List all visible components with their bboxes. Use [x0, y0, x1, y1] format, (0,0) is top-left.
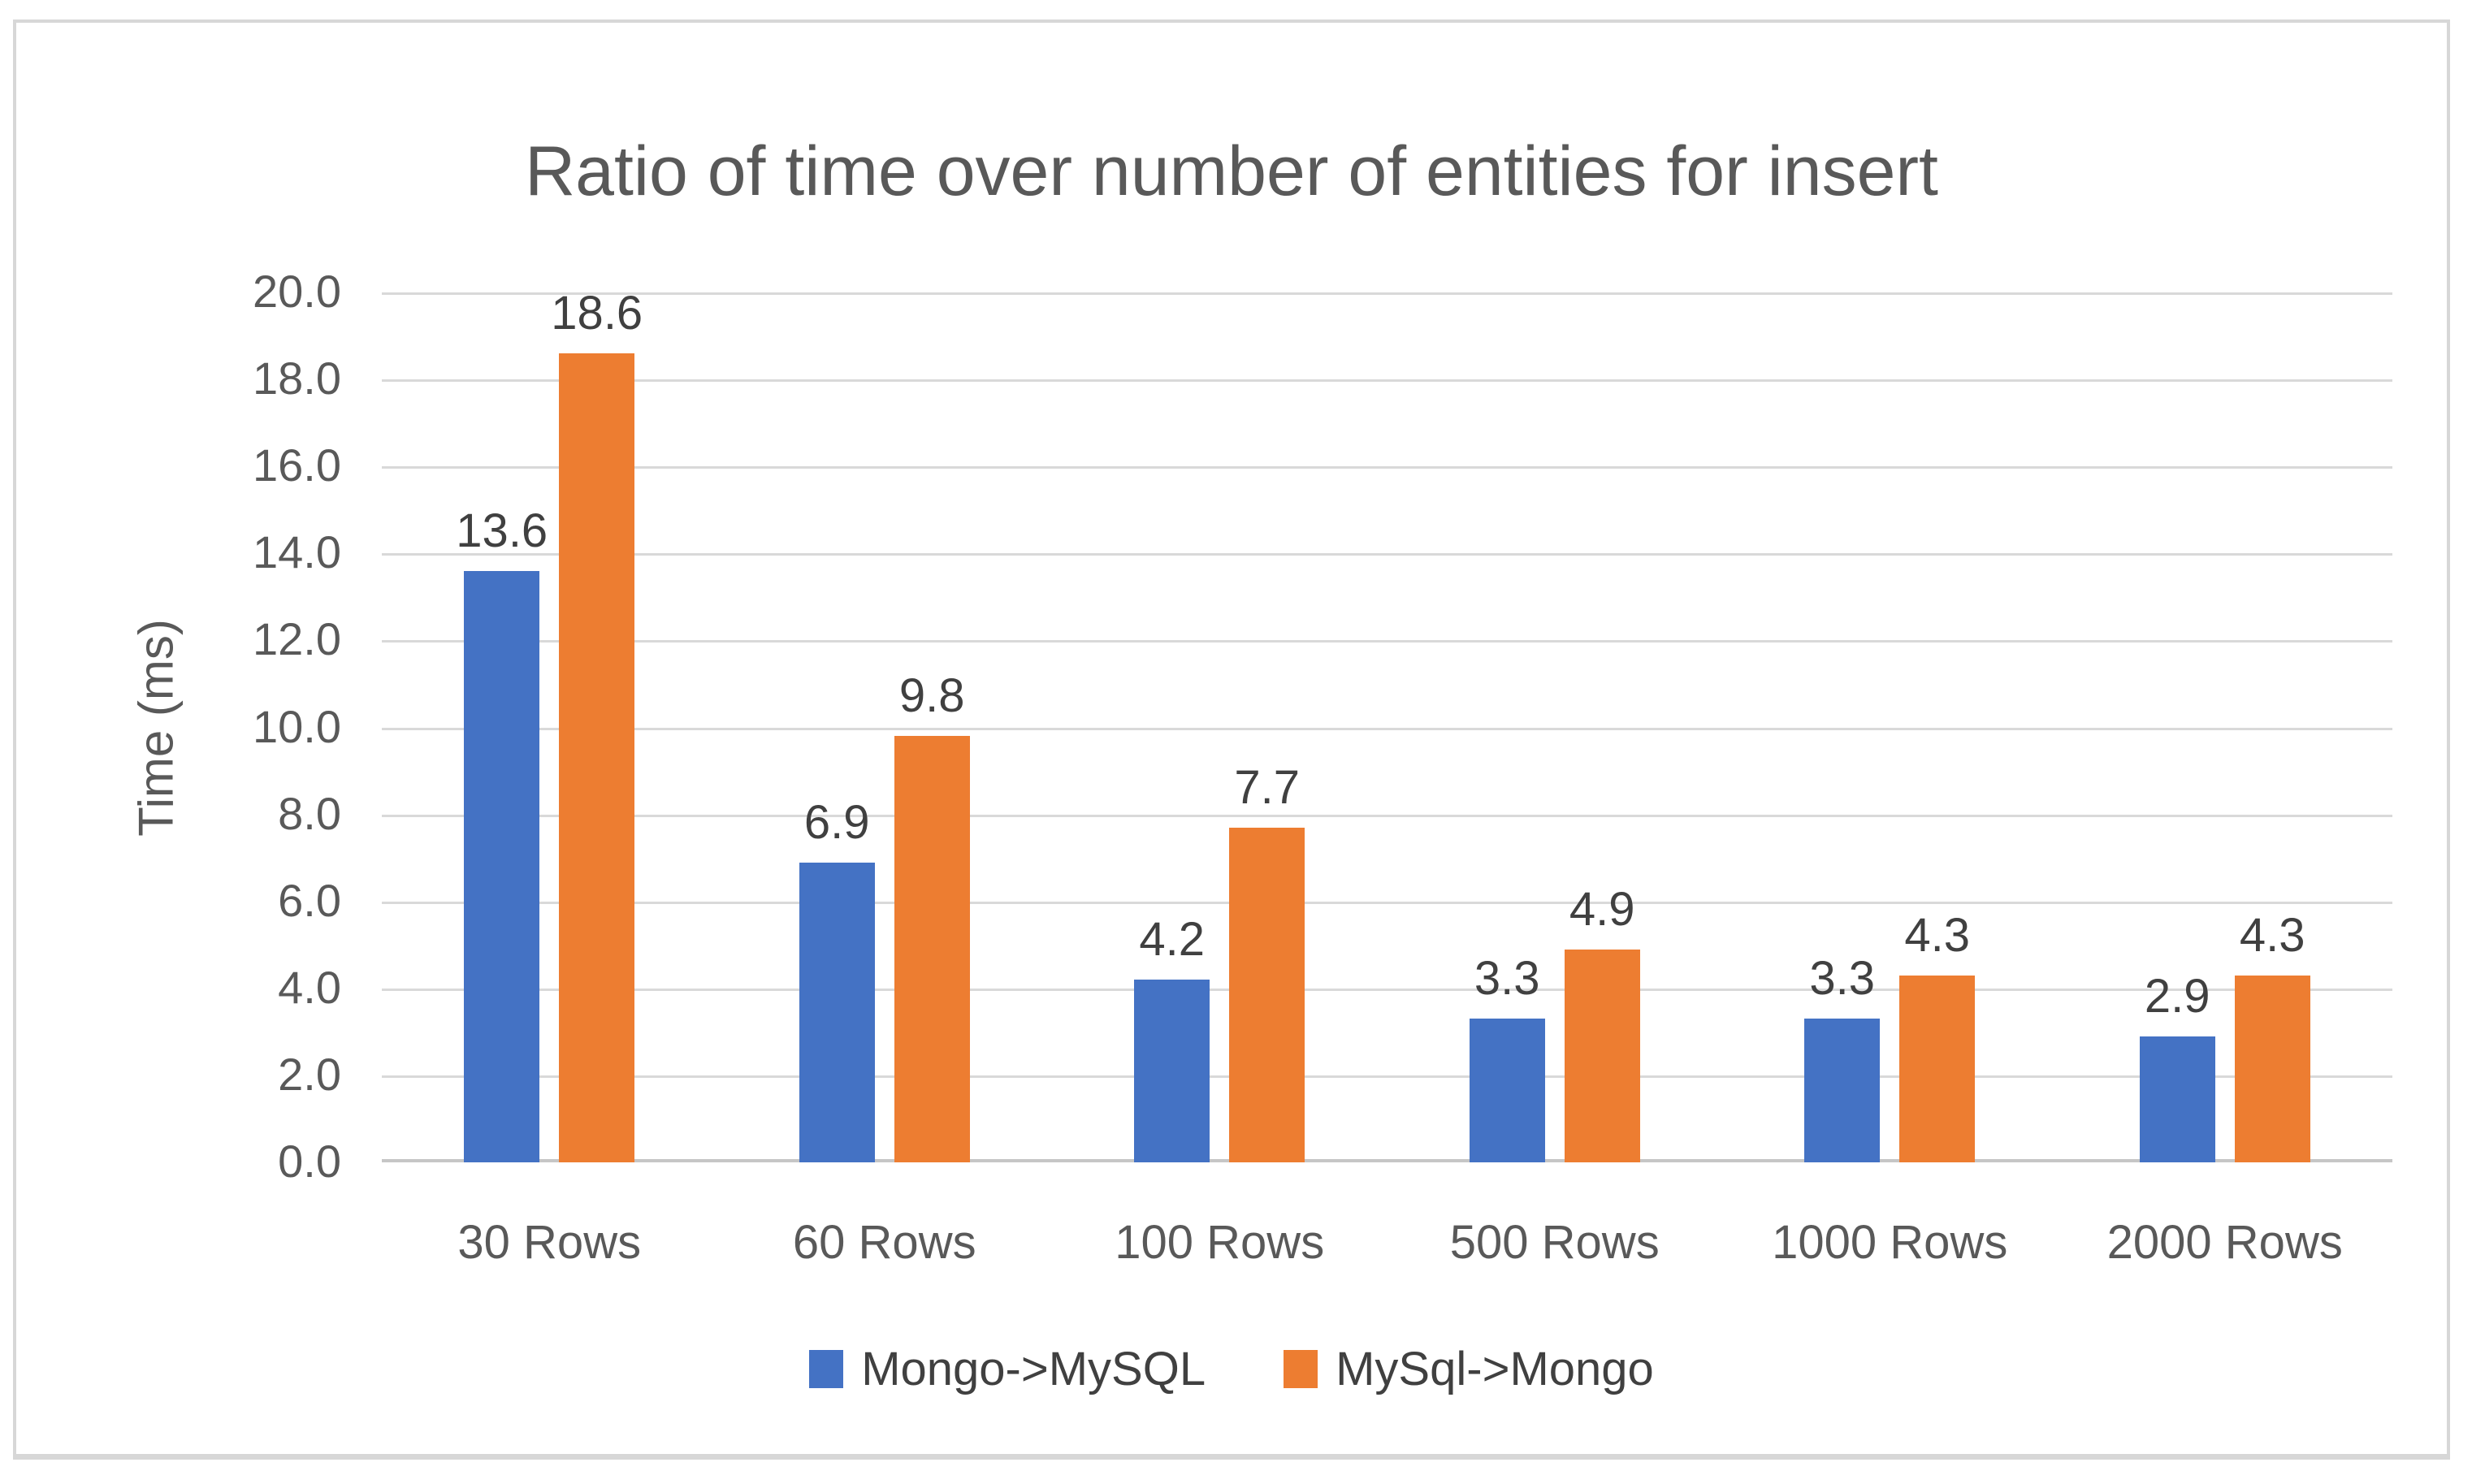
bar-group-500-rows: 3.3 4.9: [1388, 292, 1723, 1162]
bar-series1-2000-rows: 2.9: [2139, 970, 2215, 1162]
bar-series1-1000-rows: 3.3: [1804, 952, 1881, 1162]
gridline: [382, 1075, 2392, 1078]
y-tick-label: 20.0: [253, 266, 341, 318]
gridline: [382, 640, 2392, 642]
bar-value-label: 4.9: [1569, 882, 1635, 936]
bar-value-label: 4.3: [2239, 908, 2305, 962]
bar-series1-100-rows: 4.2: [1134, 913, 1210, 1162]
legend-label-series1: Mongo->MySQL: [861, 1343, 1206, 1395]
bar-series1-30-rows: 13.6: [456, 504, 548, 1162]
y-tick-label: 10.0: [253, 701, 341, 753]
chart-title: Ratio of time over number of entities fo…: [525, 132, 1938, 210]
bar-value-label: 9.8: [898, 669, 965, 723]
legend: Mongo->MySQL MySql->Mongo: [16, 1342, 2447, 1396]
bar-series2-500-rows: 4.9: [1564, 883, 1640, 1162]
bar-value-label: 3.3: [1809, 952, 1876, 1006]
bar-group-30-rows: 13.6 18.6: [382, 287, 717, 1162]
gridline: [382, 728, 2392, 730]
chart-frame: Ratio of time over number of entities fo…: [13, 19, 2450, 1460]
bar-group-60-rows: 6.9 9.8: [717, 292, 1053, 1162]
legend-swatch-series2: [1284, 1350, 1318, 1388]
x-category-label: 1000 Rows: [1772, 1216, 2008, 1269]
x-category-label: 30 Rows: [457, 1216, 642, 1269]
bar-value-label: 4.2: [1139, 913, 1206, 967]
bar-group-1000-rows: 3.3 4.3: [1722, 292, 2058, 1162]
bar-series2-30-rows: 18.6: [551, 287, 643, 1162]
legend-item-series1: Mongo->MySQL: [809, 1342, 1206, 1396]
y-tick-label: 2.0: [278, 1049, 341, 1101]
y-tick-label: 12.0: [253, 613, 341, 665]
bar-series1-60-rows: 6.9: [799, 796, 875, 1162]
plot-area: 13.6 18.6 6.9 9.8 4.2 7.7 3.3 4.9 3.3 4.3 2.9 4.3: [382, 287, 2393, 1162]
bar-series2-100-rows: 7.7: [1229, 761, 1305, 1162]
bar-groups: 13.6 18.6 6.9 9.8 4.2 7.7 3.3 4.9 3.3 4.3 2.9 4.3: [382, 287, 2393, 1162]
y-tick-label: 14.0: [253, 526, 341, 578]
bar-value-label: 7.7: [1234, 760, 1301, 814]
x-category-label: 500 Rows: [1449, 1216, 1660, 1269]
bar-value-label: 4.3: [1904, 908, 1971, 962]
gridline: [382, 989, 2392, 991]
y-tick-label: 18.0: [253, 353, 341, 405]
legend-item-series2: MySql->Mongo: [1284, 1342, 1654, 1396]
legend-swatch-series1: [809, 1350, 844, 1388]
bar-value-label: 18.6: [551, 286, 643, 340]
gridline: [382, 379, 2392, 382]
bar-value-label: 3.3: [1474, 952, 1540, 1006]
y-tick-label: 16.0: [253, 439, 341, 491]
bar-group-2000-rows: 2.9 4.3: [2058, 292, 2393, 1162]
bar-series2-60-rows: 9.8: [894, 669, 970, 1162]
gridline: [382, 902, 2392, 904]
bar-value-label: 6.9: [803, 795, 870, 849]
bar-value-label: 13.6: [456, 504, 548, 557]
y-tick-label: 0.0: [278, 1136, 341, 1188]
legend-label-series2: MySql->Mongo: [1336, 1343, 1654, 1395]
gridline: [382, 553, 2392, 556]
x-category-label: 60 Rows: [792, 1216, 976, 1269]
x-axis-line: [382, 1159, 2392, 1162]
x-category-label: 100 Rows: [1115, 1216, 1325, 1269]
x-axis-labels: 30 Rows 60 Rows 100 Rows 500 Rows 1000 Rows 2…: [382, 1215, 2392, 1270]
y-axis-ticks: 20.0 18.0 16.0 14.0 12.0 10.0 8.0 6.0 4.0 2.0 0.0: [16, 266, 348, 1187]
bar-series1-500-rows: 3.3: [1469, 952, 1545, 1162]
y-tick-label: 4.0: [278, 962, 341, 1014]
bar-group-100-rows: 4.2 7.7: [1052, 292, 1388, 1162]
gridline: [382, 292, 2392, 295]
bar-value-label: 2.9: [2144, 969, 2210, 1023]
x-category-label: 2000 Rows: [2106, 1216, 2343, 1269]
y-tick-label: 6.0: [278, 875, 341, 927]
y-tick-label: 8.0: [278, 788, 341, 840]
gridline: [382, 815, 2392, 817]
gridline: [382, 466, 2392, 469]
bar-series2-1000-rows: 4.3: [1899, 909, 1976, 1162]
bar-series2-2000-rows: 4.3: [2234, 909, 2310, 1162]
